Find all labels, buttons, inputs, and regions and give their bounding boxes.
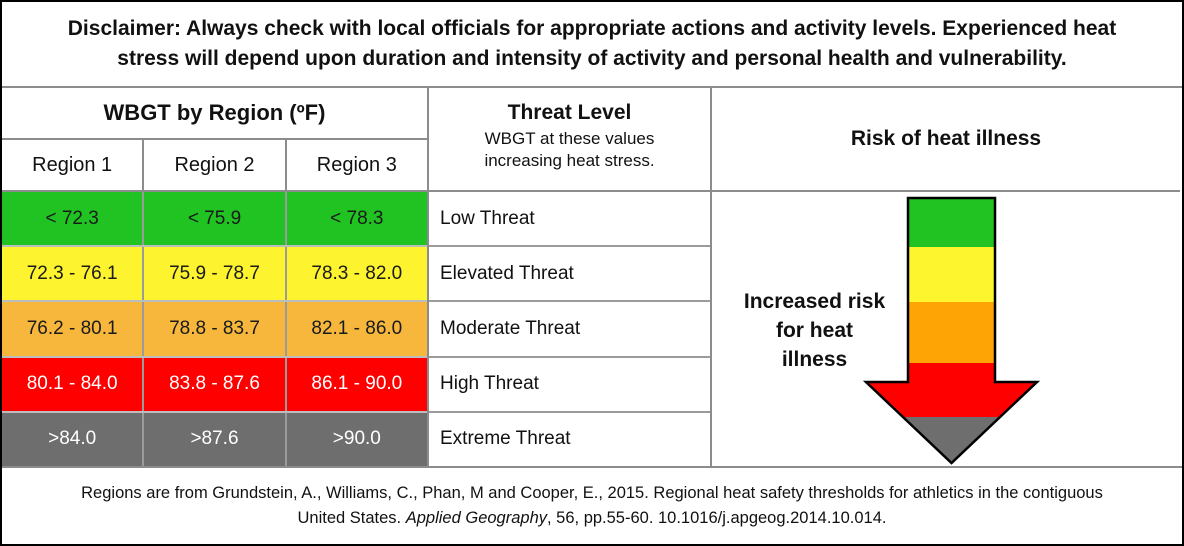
wbgt-cell: < 72.3 <box>2 192 145 246</box>
main-table-area: WBGT by Region (ºF) Region 1 Region 2 Re… <box>2 88 1182 467</box>
citation-journal: Applied Geography <box>405 509 547 527</box>
table-row-high-threat: 80.1 - 84.0 83.8 - 87.6 86.1 - 90.0 <box>2 357 427 413</box>
threat-level-header: Threat Level WBGT at these values increa… <box>429 88 710 192</box>
increased-risk-line-2: for heat <box>775 318 853 342</box>
table-row-extreme-threat: >84.0 >87.6 >90.0 <box>2 412 427 467</box>
wbgt-table-title: WBGT by Region (ºF) <box>2 88 427 140</box>
threat-level-subtitle: WBGT at these values increasing heat str… <box>484 129 655 171</box>
region-header-row: Region 1 Region 2 Region 3 <box>2 140 427 192</box>
citation-line-2-pre: United States. <box>297 509 406 527</box>
region-2-header: Region 2 <box>144 140 287 190</box>
increased-risk-label: Increased risk for heat illness <box>722 288 907 375</box>
risk-panel: Risk of heat illness <box>712 88 1180 466</box>
wbgt-cell: 82.1 - 86.0 <box>311 318 403 339</box>
wbgt-cell: 80.1 - 84.0 <box>2 357 145 411</box>
disclaimer-text: Disclaimer: Always check with local offi… <box>67 17 1117 70</box>
threat-label-low: Low Threat <box>429 192 710 248</box>
wbgt-cell: < 75.9 <box>144 192 287 246</box>
table-row-low-threat: < 72.3 < 75.9 < 78.3 <box>2 192 427 248</box>
risk-arrow-area: Increased risk for heat illness <box>712 192 1180 466</box>
wbgt-cell: 72.3 - 76.1 <box>2 247 145 301</box>
threat-level-column: Threat Level WBGT at these values increa… <box>429 88 712 467</box>
wbgt-cell: >84.0 <box>2 412 145 467</box>
citation-bar: Regions are from Grundstein, A., William… <box>2 466 1182 544</box>
wbgt-cell: 75.9 - 78.7 <box>144 247 287 301</box>
citation-line-1: Regions are from Grundstein, A., William… <box>81 484 1103 503</box>
wbgt-cell: 83.8 - 87.6 <box>144 357 287 411</box>
threat-label-moderate: Moderate Threat <box>429 302 710 358</box>
wbgt-cell: < 78.3 <box>330 207 384 229</box>
region-3-header: Region 3 <box>316 153 397 176</box>
wbgt-cell: >87.6 <box>144 412 287 467</box>
wbgt-cell: 86.1 - 90.0 <box>311 373 403 395</box>
citation-line-2-post: , 56, pp.55-60. 10.1016/j.apgeog.2014.10… <box>547 509 887 527</box>
threat-label-rows: Low Threat Elevated Threat Moderate Thre… <box>429 192 710 467</box>
threat-label-extreme: Extreme Threat <box>429 412 710 467</box>
disclaimer-banner: Disclaimer: Always check with local offi… <box>2 2 1182 88</box>
wbgt-data-rows: < 72.3 < 75.9 < 78.3 72.3 - 76.1 75.9 - … <box>2 192 427 467</box>
table-row-elevated-threat: 72.3 - 76.1 75.9 - 78.7 78.3 - 82.0 <box>2 247 427 303</box>
threat-label-elevated: Elevated Threat <box>429 247 710 303</box>
table-row-moderate-threat: 76.2 - 80.1 78.8 - 83.7 82.1 - 86.0 <box>2 302 427 358</box>
wbgt-cell: 78.3 - 82.0 <box>311 262 403 284</box>
risk-panel-title: Risk of heat illness <box>712 88 1180 192</box>
wbgt-table: WBGT by Region (ºF) Region 1 Region 2 Re… <box>2 88 429 467</box>
wbgt-cell: >90.0 <box>332 428 381 450</box>
wbgt-cell: 78.8 - 83.7 <box>144 302 287 356</box>
region-1-header: Region 1 <box>2 140 145 190</box>
threat-level-title: Threat Level <box>507 101 632 124</box>
wbgt-cell: 76.2 - 80.1 <box>2 302 145 356</box>
citation-text: Regions are from Grundstein, A., William… <box>81 481 1103 531</box>
increased-risk-line-3: illness <box>781 347 848 371</box>
increased-risk-line-1: Increased risk <box>743 290 886 313</box>
threat-label-high: High Threat <box>429 357 710 413</box>
increasing-risk-arrow-icon <box>862 196 1041 465</box>
